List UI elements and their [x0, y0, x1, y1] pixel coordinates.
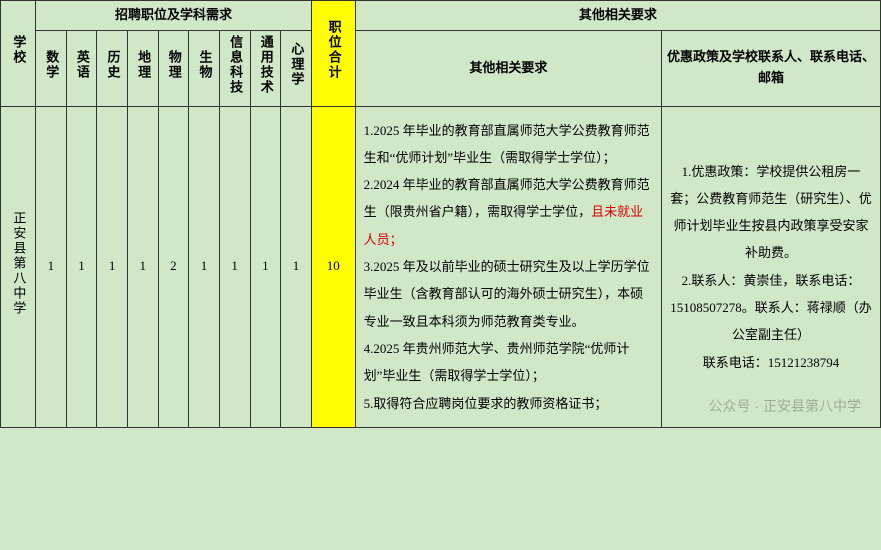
header-contact: 优惠政策及学校联系人、联系电话、邮箱	[662, 30, 881, 106]
cell-count: 1	[127, 106, 158, 427]
cell-school: 正安县第八中学	[1, 106, 36, 427]
cell-count: 1	[66, 106, 97, 427]
header-group-positions: 招聘职位及学科需求	[36, 1, 312, 31]
header-group-other: 其他相关要求	[355, 1, 880, 31]
header-other-req: 其他相关要求	[355, 30, 661, 106]
cell-contact: 1.优惠政策：学校提供公租房一套；公费教育师范生（研究生）、优师计划毕业生按县内…	[662, 106, 881, 427]
table-row: 正安县第八中学 1 1 1 1 2 1 1 1 1 10 1.2025 年毕业的…	[1, 106, 881, 427]
cell-total: 10	[311, 106, 355, 427]
header-subject: 心理学	[281, 30, 312, 106]
header-subject: 信息科技	[219, 30, 250, 106]
cell-count: 1	[189, 106, 220, 427]
cell-count: 2	[158, 106, 189, 427]
header-subject: 地理	[127, 30, 158, 106]
header-subject: 通用技术	[250, 30, 281, 106]
cell-requirements: 1.2025 年毕业的教育部直属师范大学公费教育师范生和“优师计划”毕业生（需取…	[355, 106, 661, 427]
cell-count: 1	[219, 106, 250, 427]
header-subject: 生物	[189, 30, 220, 106]
header-school: 学校	[1, 1, 36, 107]
watermark: 公众号 · 正安县第八中学	[709, 396, 861, 416]
cell-count: 1	[250, 106, 281, 427]
header-subject: 数学	[36, 30, 67, 106]
cell-count: 1	[97, 106, 128, 427]
header-subject: 历史	[97, 30, 128, 106]
cell-count: 1	[281, 106, 312, 427]
header-subject: 物理	[158, 30, 189, 106]
header-subject: 英语	[66, 30, 97, 106]
header-total: 职位合计	[311, 1, 355, 107]
cell-count: 1	[36, 106, 67, 427]
